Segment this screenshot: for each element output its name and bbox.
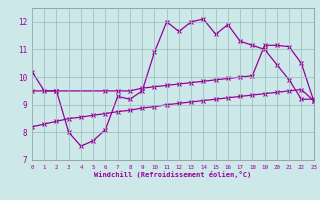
X-axis label: Windchill (Refroidissement éolien,°C): Windchill (Refroidissement éolien,°C) bbox=[94, 171, 252, 178]
